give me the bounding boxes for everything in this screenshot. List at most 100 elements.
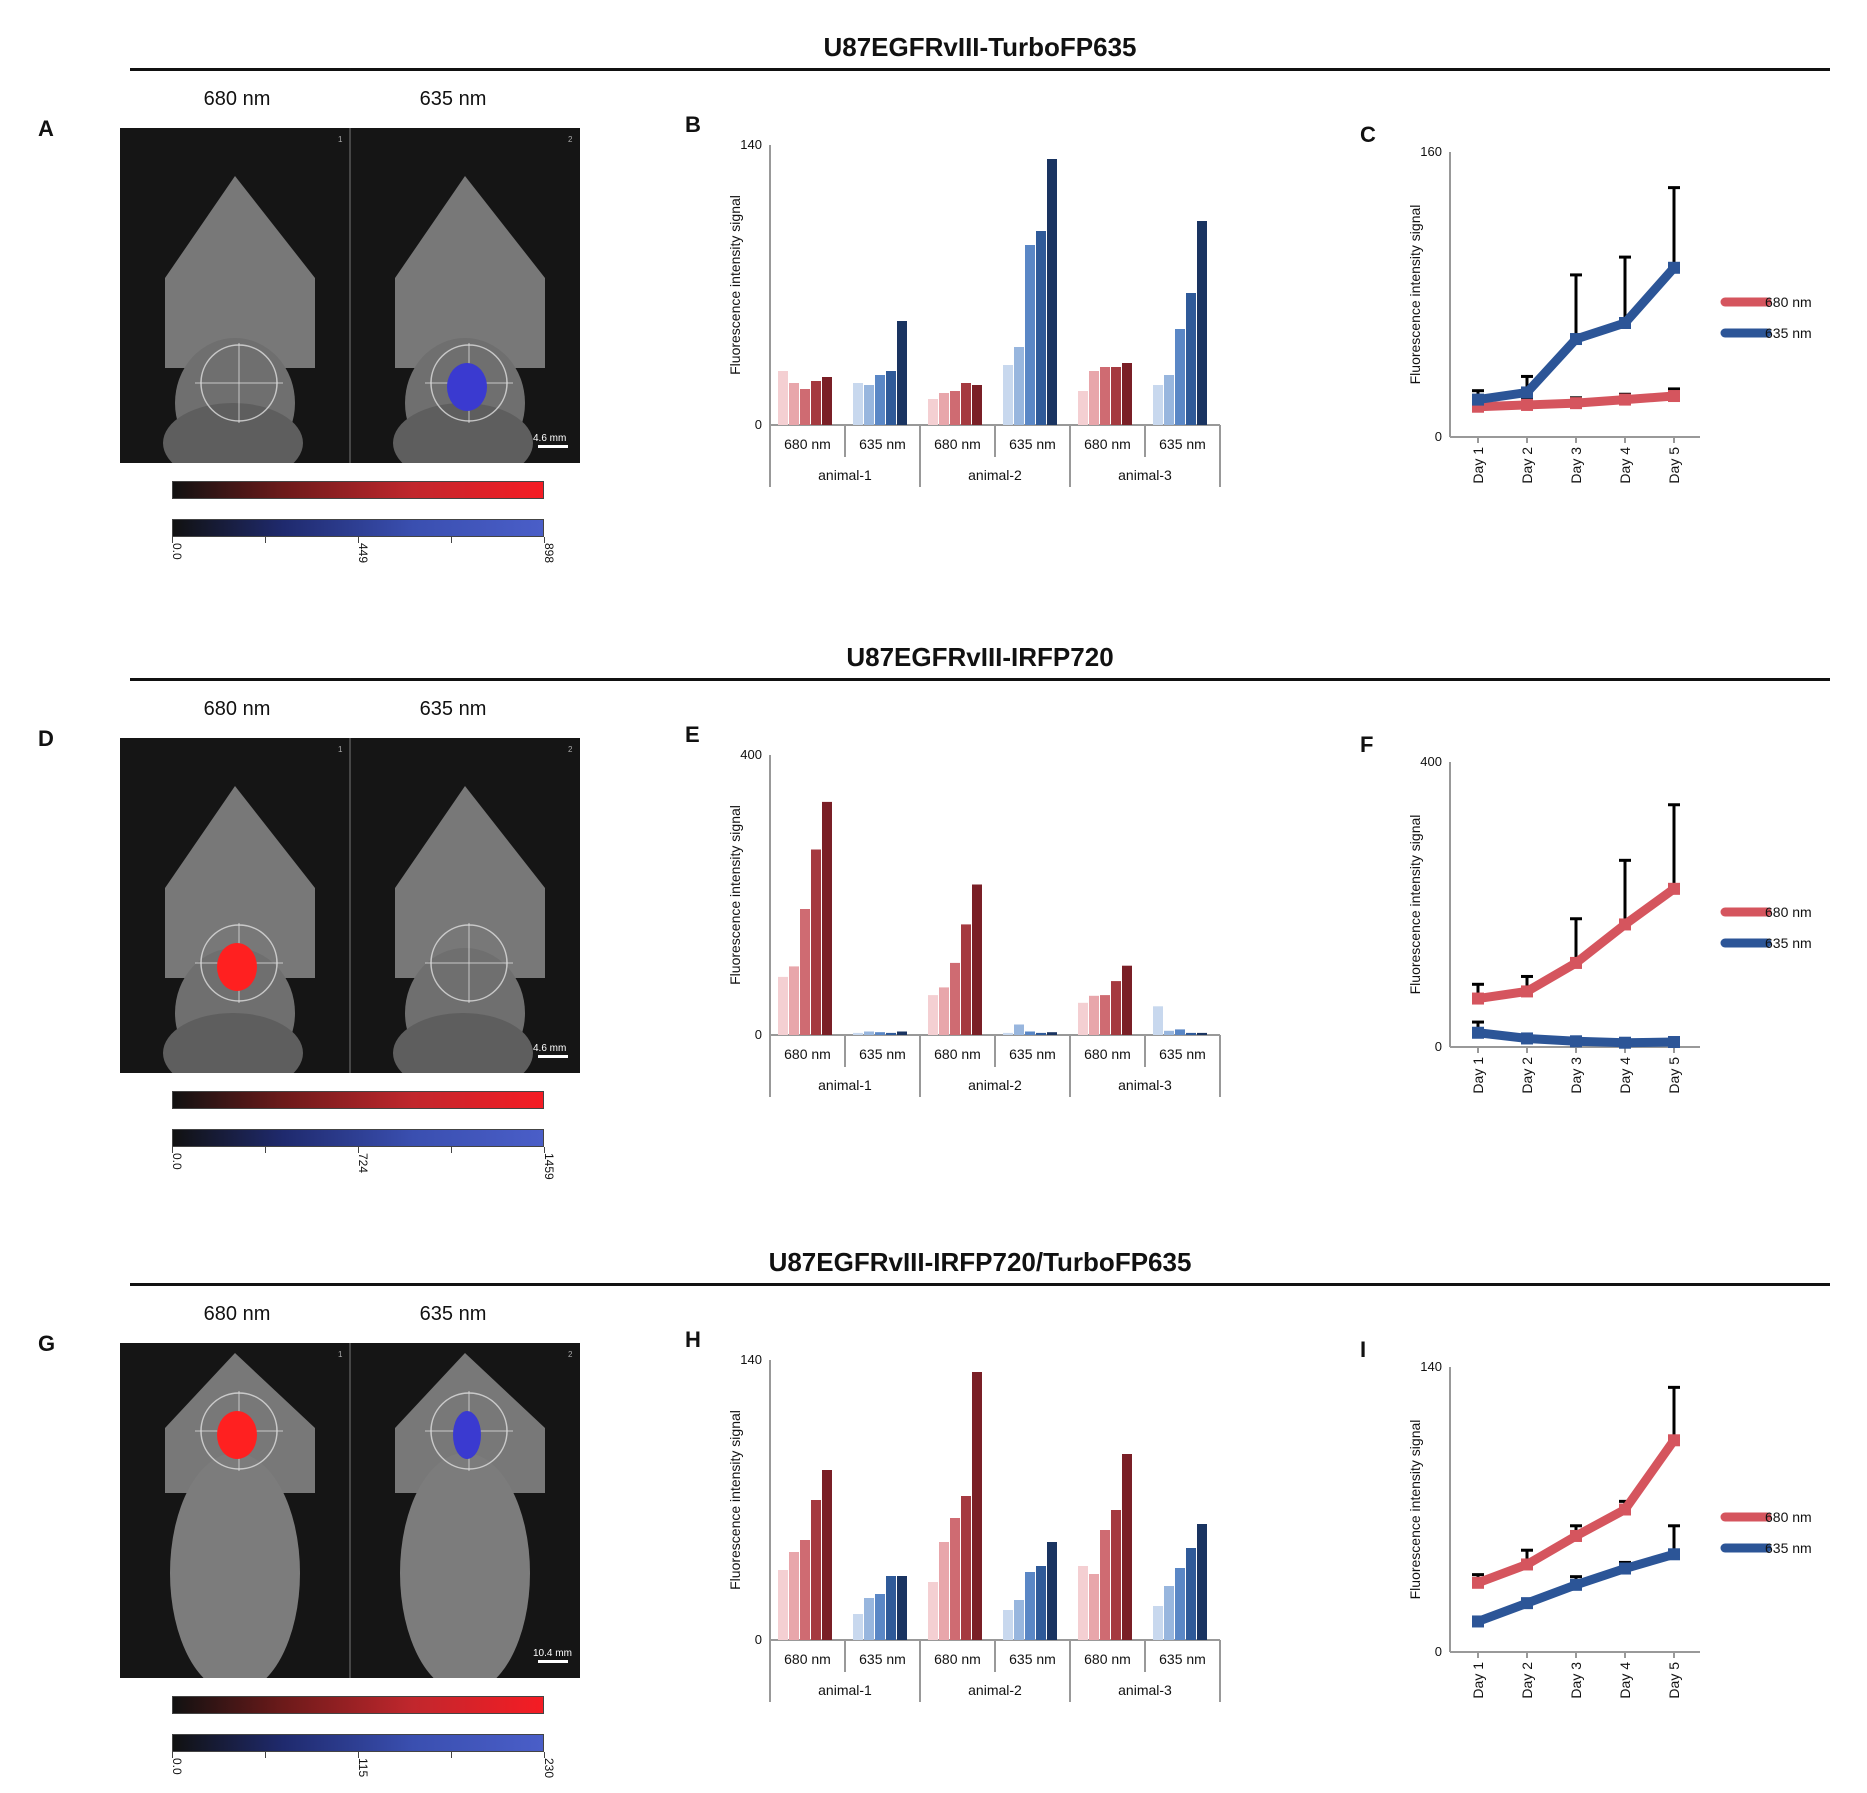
image-corner-index: 2 [568,135,573,144]
colorbar-red [172,481,544,499]
bar [1003,1032,1013,1035]
colorbar-tickmark [265,1147,266,1153]
bar [928,399,938,425]
bar [1186,293,1196,425]
y-tick-label: 0 [1435,1644,1442,1659]
panel-letter: C [1360,122,1376,147]
subgroup-label: 635 nm [1009,1651,1056,1667]
data-point [1521,985,1533,998]
bar [864,1031,874,1035]
bar [822,377,832,425]
bar [1164,375,1174,425]
subgroup-label: 680 nm [934,1651,981,1667]
data-point [1570,397,1582,410]
scale-bar-label: 10.4 mm [533,1648,572,1659]
colorbar-tickmark [358,537,359,543]
group-label: animal-1 [818,467,872,483]
wavelength-label-left: 680 nm [203,1303,271,1325]
panel-letter: H [685,1327,701,1352]
x-tick-label: Day 5 [1666,1057,1682,1094]
colorbar-tickmark [172,1752,173,1758]
colorbar-tick-label: 898 [542,543,556,564]
x-tick-label: Day 3 [1568,1662,1584,1699]
y-tick-label: 400 [740,747,762,762]
colorbar-tick-label: 230 [542,1758,556,1779]
y-tick-label: 140 [740,137,762,152]
bar [1089,371,1099,425]
data-point [1619,1036,1631,1049]
bar [950,391,960,425]
fluorescence-image: 1 2 4.6 mm [120,128,580,463]
bar [1100,995,1110,1035]
tumor-signal [447,363,487,411]
mouse-silhouette [165,1353,315,1678]
subgroup-label: 635 nm [859,436,906,452]
image-corner-index: 1 [338,135,343,144]
bar [1153,385,1163,425]
data-point [1570,1529,1582,1542]
colorbar-tickmark [451,1147,452,1153]
bar [1111,1510,1121,1640]
data-point [1472,992,1484,1005]
subgroup-label: 635 nm [859,1651,906,1667]
bar [853,1614,863,1640]
bar [811,381,821,425]
y-axis-label: Fluorescence intensity signal [1407,1420,1423,1600]
panel-letter: I [1360,1337,1366,1362]
line-chart-F: F 400 0 Fluorescence intensity signal Day 1 D… [1360,732,1812,1094]
bar [1100,367,1110,425]
y-tick-label: 400 [1420,754,1442,769]
legend-label: 635 nm [1765,1540,1812,1556]
colorbar-tick-label: 0.0 [170,1153,184,1170]
subgroup-label: 680 nm [784,436,831,452]
bar-chart-E: E 400 0 Fluorescence intensity signal animal… [685,722,1221,1097]
colorbar-tickmark [358,1752,359,1758]
colorbar-blue [172,519,544,537]
x-tick-label: Day 2 [1519,447,1535,484]
bar [1047,159,1057,425]
bar [950,962,960,1035]
bar [1047,1032,1057,1035]
group-label: animal-1 [818,1682,872,1698]
data-point [1668,390,1680,403]
data-point [1521,1032,1533,1045]
data-point [1668,882,1680,895]
group-label: animal-3 [1118,1682,1172,1698]
bar [961,383,971,425]
data-point [1619,918,1631,931]
data-point [1472,393,1484,406]
data-point [1472,1615,1484,1628]
y-tick-label: 140 [740,1352,762,1367]
bar [897,321,907,425]
bar [939,1542,949,1640]
mouse-silhouette [393,786,545,1073]
bar [1025,1031,1035,1035]
colorbar-blue [172,1129,544,1147]
wavelength-label-left: 680 nm [203,698,271,720]
x-tick-label: Day 2 [1519,1662,1535,1699]
bar [1111,981,1121,1035]
data-point [1619,1503,1631,1516]
bar [1025,1572,1035,1640]
bar [1122,965,1132,1035]
colorbar-tickmark [544,1147,545,1153]
bar [1014,1600,1024,1640]
section-rule [130,68,1830,71]
group-label: animal-1 [818,1077,872,1093]
y-tick-label: 160 [1420,144,1442,159]
bar [1164,1030,1174,1035]
subgroup-label: 635 nm [1159,436,1206,452]
subgroup-label: 680 nm [1084,1046,1131,1062]
bar [961,924,971,1035]
panel-letter: D [38,726,54,751]
bar [1197,1524,1207,1640]
subgroup-label: 680 nm [1084,436,1131,452]
mouse-silhouette [163,786,315,1073]
bar [1100,1530,1110,1640]
section-rule [130,1283,1830,1286]
image-corner-index: 2 [568,745,573,754]
bar [928,995,938,1035]
data-point [1570,333,1582,346]
colorbar-blue [172,1734,544,1752]
group-label: animal-3 [1118,1077,1172,1093]
